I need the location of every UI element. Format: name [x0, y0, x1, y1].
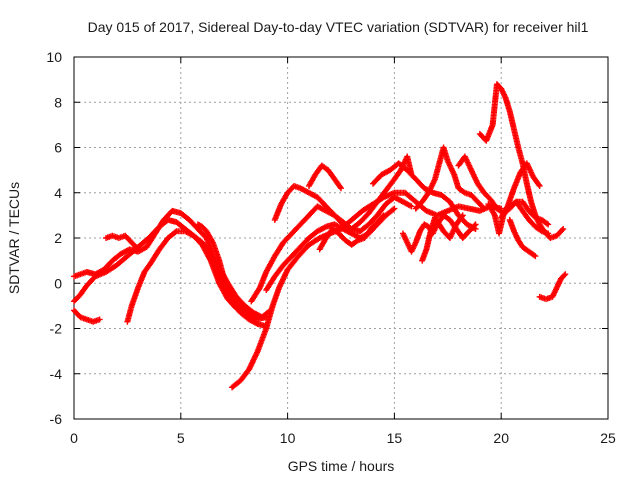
series-track-10: [271, 153, 415, 232]
data-points: [71, 81, 569, 391]
series-track-22: [536, 271, 569, 303]
data-point: [562, 271, 569, 278]
series-track-12: [316, 212, 387, 253]
y-tick-label: -6: [50, 411, 63, 427]
series-track-16: [419, 212, 466, 264]
y-tick-label: 2: [54, 230, 62, 246]
data-point: [96, 316, 103, 323]
data-point: [559, 227, 566, 234]
data-point: [337, 183, 344, 190]
x-tick-label: 15: [387, 430, 403, 446]
series-track-6: [194, 221, 274, 321]
data-point: [471, 222, 478, 229]
y-tick-label: -2: [50, 321, 63, 337]
data-point: [472, 221, 479, 228]
data-point: [338, 185, 344, 192]
x-tick-label: 25: [600, 430, 616, 446]
data-point: [390, 206, 397, 213]
y-axis-label: SDTVAR / TECUs: [6, 182, 22, 294]
x-axis-label: GPS time / hours: [288, 458, 395, 474]
series-track-2: [71, 207, 270, 330]
y-tick-label: -4: [50, 366, 63, 382]
data-point: [536, 182, 543, 189]
x-tick-label: 0: [70, 430, 78, 446]
series-track-4: [103, 232, 142, 253]
data-point: [379, 213, 386, 220]
data-point: [531, 252, 538, 259]
data-point: [458, 213, 465, 220]
data-point: [380, 212, 387, 219]
x-tick-label: 20: [493, 430, 509, 446]
x-tick-label: 5: [177, 430, 185, 446]
chart-title: Day 015 of 2017, Sidereal Day-to-day VTE…: [88, 19, 589, 35]
data-point: [545, 230, 552, 237]
data-point: [535, 181, 542, 188]
data-point: [532, 253, 539, 260]
y-tick-label: 10: [46, 49, 62, 65]
series-track-21: [506, 216, 539, 260]
y-tick-label: 4: [54, 185, 62, 201]
data-point: [560, 225, 567, 232]
series-track-11: [305, 162, 344, 192]
y-tick-label: 0: [54, 275, 62, 291]
x-tick-label: 10: [280, 430, 296, 446]
data-point: [135, 246, 142, 253]
data-point: [481, 205, 488, 212]
series-track-15: [412, 144, 488, 212]
y-tick-label: 8: [54, 94, 62, 110]
series-track-14: [399, 212, 479, 255]
series-track-18: [476, 81, 567, 241]
data-point: [408, 203, 415, 210]
data-point: [459, 212, 466, 219]
series-track-20: [498, 160, 543, 221]
data-point: [561, 272, 568, 279]
y-tick-label: 6: [54, 140, 62, 156]
series-track-3: [71, 307, 103, 325]
data-point: [480, 204, 487, 211]
axis-ticks: 0 5 10 15 20 25 -6 -4 -2 0 2 4 6 8 10: [46, 49, 616, 446]
data-point: [545, 221, 552, 228]
data-point: [391, 205, 398, 212]
data-point: [134, 245, 141, 252]
data-point: [543, 220, 550, 227]
data-point: [172, 229, 179, 236]
